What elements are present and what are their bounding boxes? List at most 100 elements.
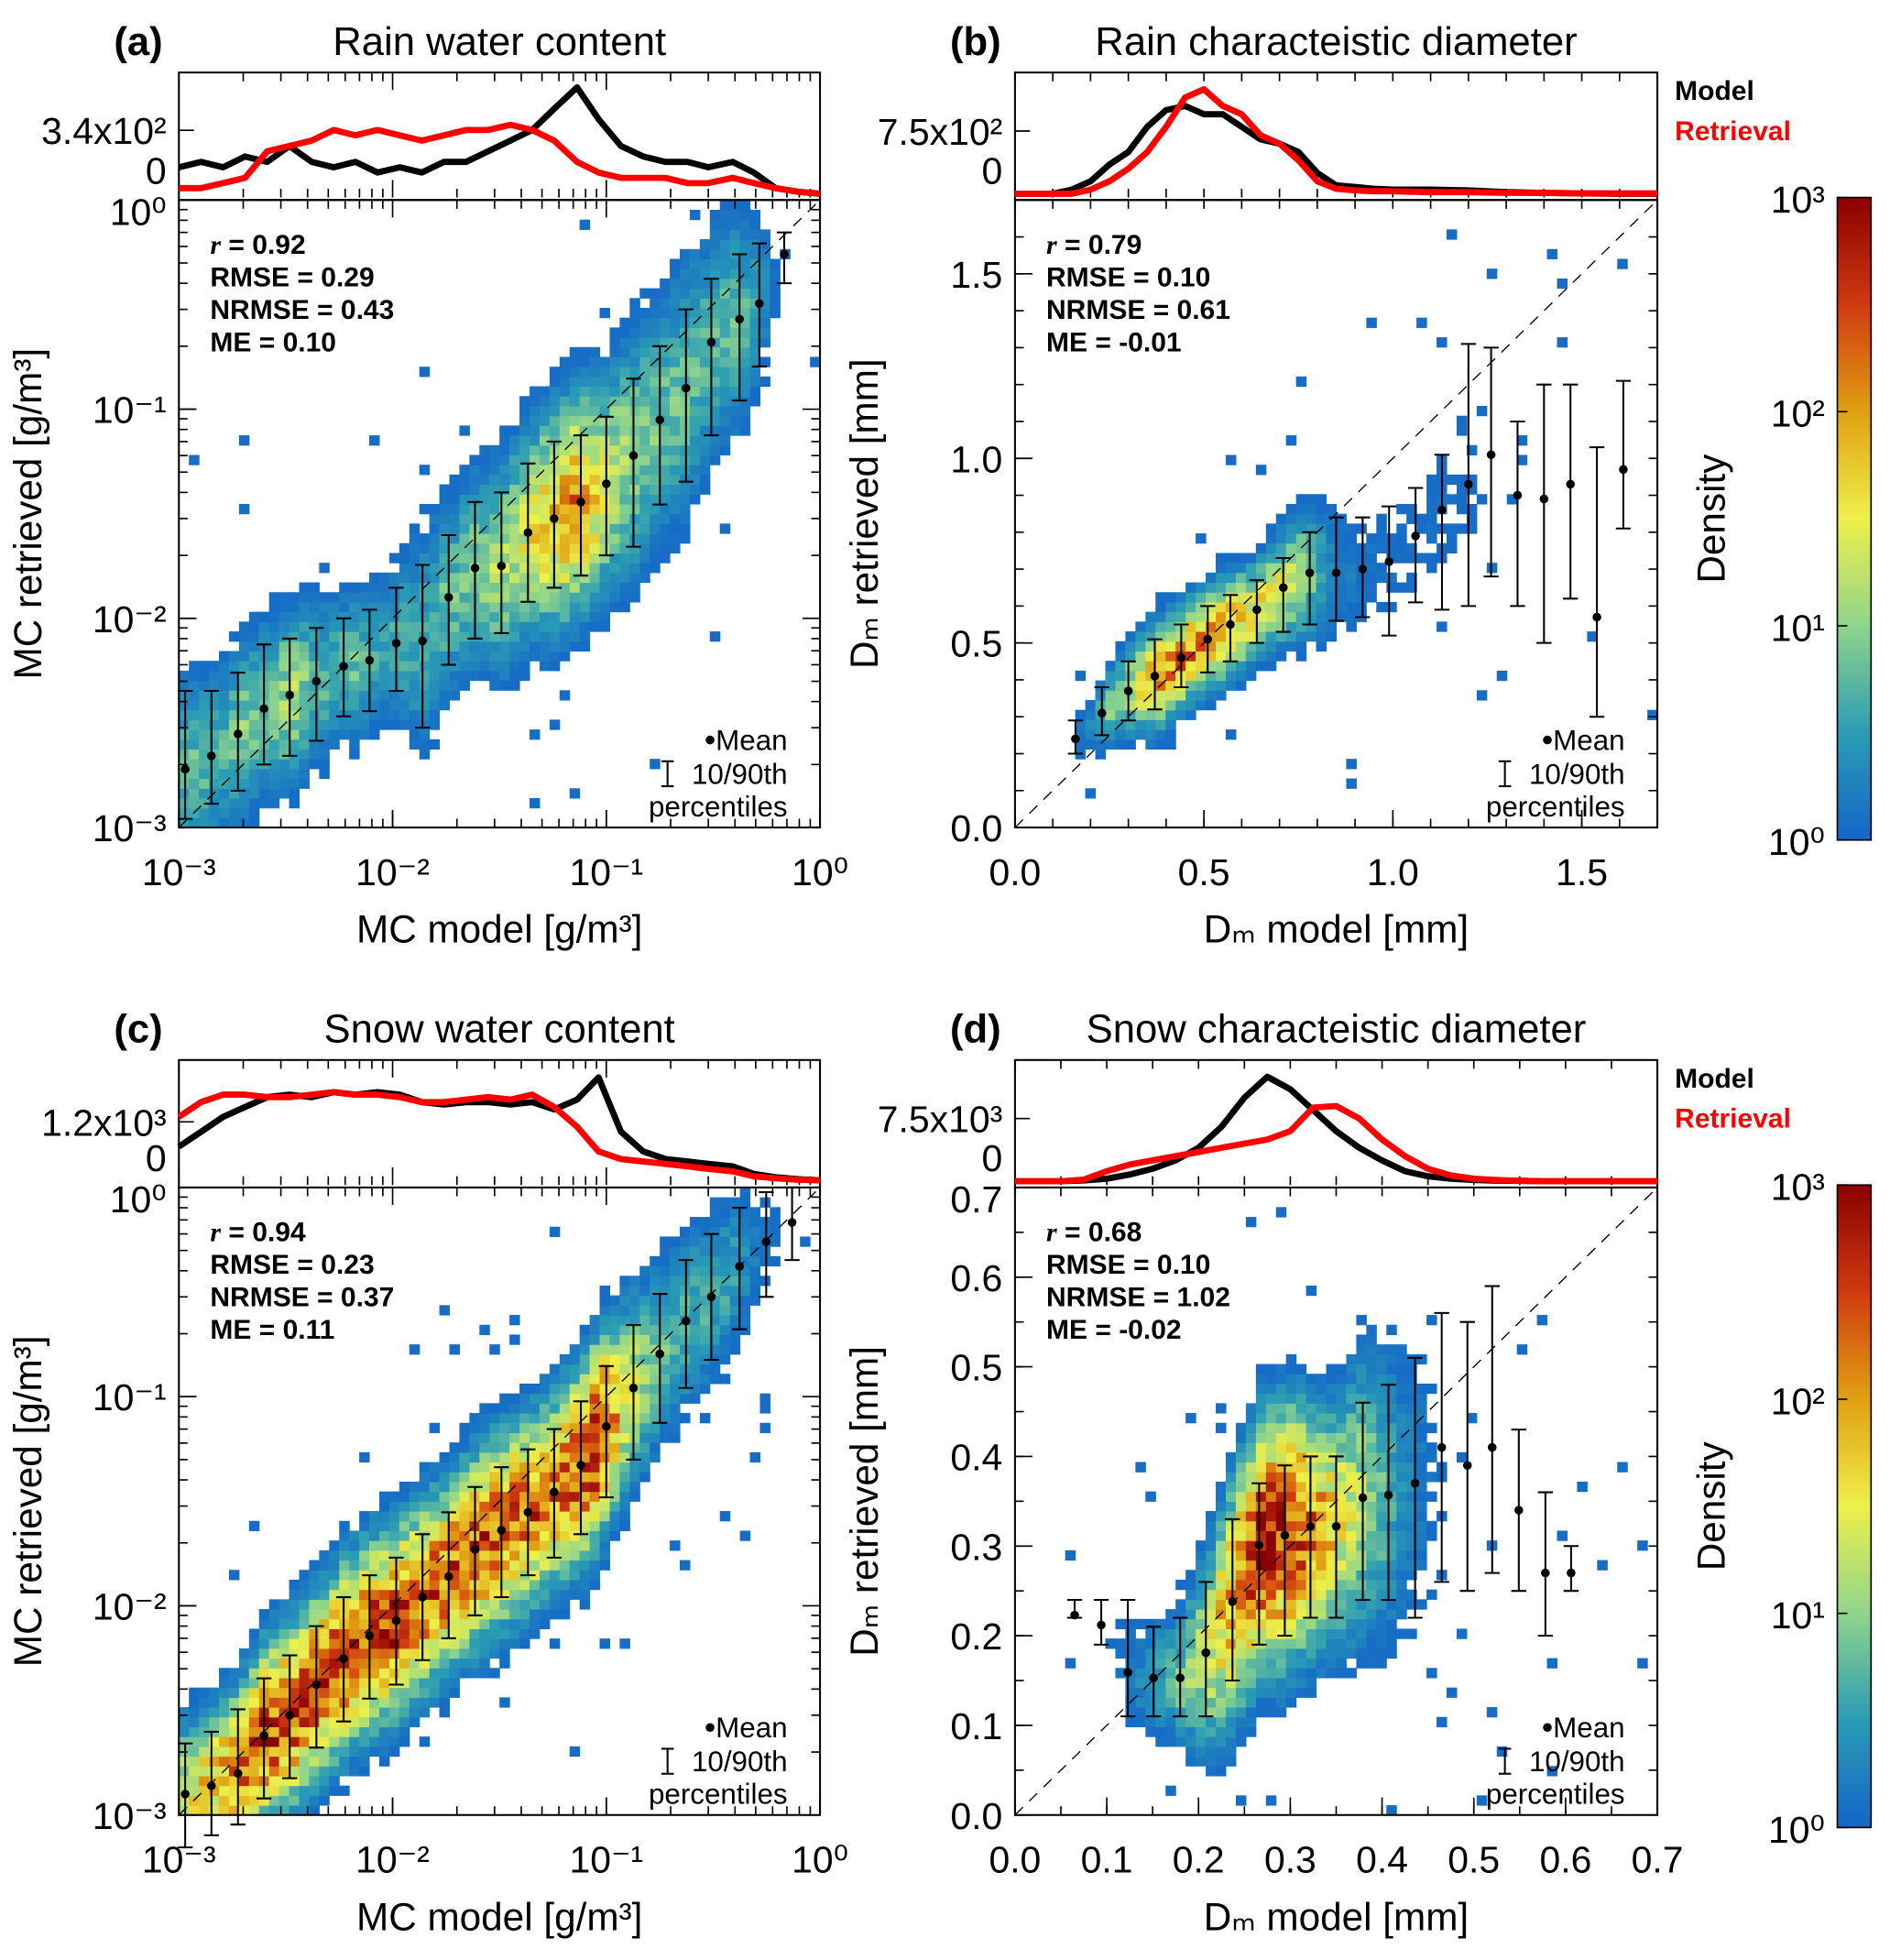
density-cell bbox=[729, 1226, 741, 1237]
density-cell bbox=[388, 1628, 400, 1639]
density-cell bbox=[439, 1658, 451, 1669]
density-cell bbox=[1396, 1570, 1407, 1581]
density-cell bbox=[519, 1579, 530, 1591]
density-cell bbox=[228, 719, 240, 730]
density-cell bbox=[650, 474, 661, 486]
density-cell bbox=[1275, 1422, 1287, 1433]
density-cell bbox=[449, 592, 460, 603]
density-cell bbox=[729, 1295, 741, 1306]
density-cell bbox=[680, 288, 691, 299]
density-cell bbox=[539, 592, 551, 603]
density-cell bbox=[569, 513, 581, 524]
density-cell bbox=[680, 435, 691, 446]
density-cell bbox=[238, 1658, 250, 1669]
density-cell bbox=[1346, 601, 1357, 613]
mean-errorbar bbox=[1094, 685, 1109, 737]
density-cell bbox=[680, 454, 691, 465]
mean-errorbar bbox=[1483, 346, 1499, 578]
mean-errorbar bbox=[335, 1596, 352, 1723]
density-cell bbox=[279, 641, 290, 652]
density-cell bbox=[409, 709, 421, 720]
mean-errorbar bbox=[573, 434, 589, 577]
density-cell bbox=[519, 1618, 530, 1630]
density-cell bbox=[639, 288, 650, 299]
density-cell bbox=[319, 699, 330, 711]
density-cell bbox=[479, 1472, 490, 1483]
density-cell bbox=[609, 1481, 620, 1493]
density-cell bbox=[1295, 1442, 1307, 1453]
density-cell bbox=[739, 1276, 751, 1287]
density-cell bbox=[1316, 1530, 1327, 1541]
density-cell bbox=[619, 563, 630, 574]
density-cell bbox=[1316, 582, 1327, 593]
density-cell bbox=[388, 690, 400, 701]
density-cell bbox=[609, 415, 620, 426]
density-cell bbox=[559, 651, 571, 662]
density-cell bbox=[509, 474, 520, 486]
density-cell bbox=[599, 1393, 611, 1404]
density-cell bbox=[599, 553, 611, 564]
density-cell bbox=[489, 454, 500, 465]
density-cell bbox=[529, 553, 541, 564]
density-cell bbox=[699, 465, 711, 476]
x-tick-label: 1.0 bbox=[1367, 851, 1419, 893]
density-cell bbox=[589, 1353, 601, 1365]
density-cell bbox=[539, 1618, 551, 1630]
density-cell bbox=[670, 1344, 681, 1355]
density-cell bbox=[248, 1687, 260, 1698]
density-cell bbox=[709, 425, 721, 436]
density-cell bbox=[569, 1451, 581, 1463]
density-cell bbox=[1185, 1628, 1196, 1639]
density-cell bbox=[1376, 1363, 1387, 1374]
density-cell bbox=[1406, 572, 1417, 584]
density-cell bbox=[1316, 1481, 1327, 1493]
density-cell bbox=[539, 523, 551, 534]
density-cell bbox=[349, 1579, 360, 1591]
density-cell bbox=[1406, 503, 1417, 515]
density-cell bbox=[589, 582, 601, 593]
density-cell bbox=[489, 592, 500, 603]
density-cell bbox=[388, 631, 400, 642]
density-heatmap bbox=[179, 200, 821, 828]
density-cell bbox=[1295, 1491, 1307, 1502]
density-cell bbox=[709, 209, 721, 221]
density-cell bbox=[369, 621, 380, 632]
density-cell bbox=[599, 1560, 611, 1571]
density-cell bbox=[1366, 1540, 1377, 1551]
density-cell bbox=[1245, 1462, 1257, 1473]
density-cell bbox=[189, 719, 200, 730]
density-cell bbox=[1185, 641, 1196, 652]
density-cell bbox=[1446, 533, 1458, 544]
density-cell bbox=[1216, 680, 1227, 691]
density-cell bbox=[329, 729, 340, 740]
density-cell bbox=[1145, 1638, 1156, 1649]
density-cell bbox=[189, 1805, 200, 1816]
density-cell bbox=[529, 1481, 541, 1493]
density-cell bbox=[1406, 582, 1417, 593]
mean-point bbox=[391, 639, 401, 648]
density-cell bbox=[599, 376, 611, 388]
density-cell bbox=[1356, 1432, 1367, 1443]
mean-point bbox=[1358, 564, 1368, 574]
density-cell bbox=[579, 1374, 591, 1385]
density-cell bbox=[179, 768, 190, 780]
density-cell bbox=[689, 396, 701, 407]
density-cell bbox=[699, 1363, 711, 1374]
density-cell bbox=[509, 1599, 520, 1610]
density-cell bbox=[619, 1334, 630, 1345]
stat-r: r = 0.79 bbox=[1046, 230, 1142, 260]
density-cell bbox=[1356, 1520, 1367, 1531]
density-cell bbox=[1245, 572, 1257, 584]
density-cell bbox=[268, 709, 280, 720]
density-cell bbox=[479, 1530, 490, 1541]
density-cell bbox=[1145, 729, 1156, 740]
density-cell bbox=[309, 1579, 320, 1591]
density-cell bbox=[1145, 1618, 1156, 1630]
density-cell bbox=[399, 1520, 410, 1531]
density-cell bbox=[529, 474, 541, 486]
density-cell bbox=[289, 1628, 300, 1639]
density-cell bbox=[349, 739, 360, 750]
density-cell bbox=[619, 542, 630, 554]
density-cell bbox=[209, 739, 220, 750]
density-cell bbox=[1316, 503, 1327, 515]
